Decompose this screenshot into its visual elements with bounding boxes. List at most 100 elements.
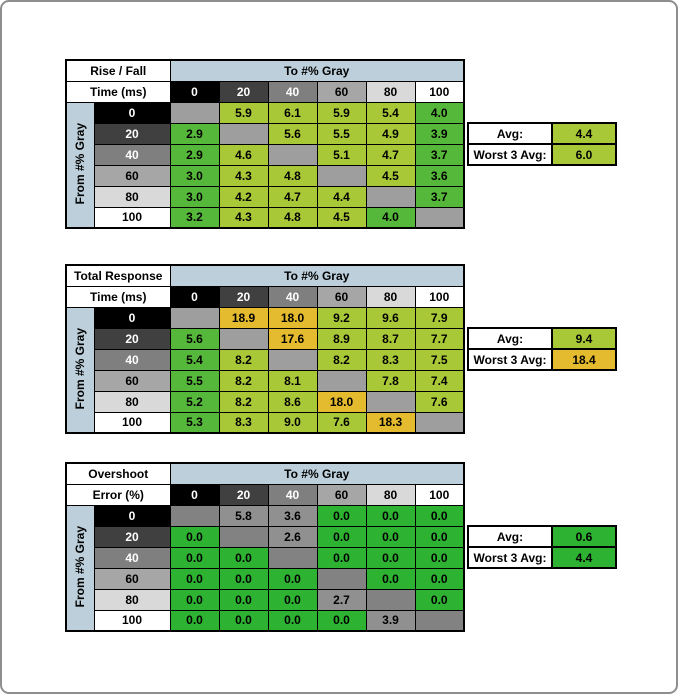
value-cell: 3.0: [169, 164, 220, 187]
row-header-80: 80: [93, 390, 171, 413]
col-header-80: 80: [365, 80, 416, 103]
row-header-60: 60: [93, 369, 171, 392]
rise-fall-time-table: Rise / Fall To #% Gray Time (ms) 0 20 40 60 80 1…: [65, 59, 617, 229]
value-cell: 7.4: [414, 369, 465, 392]
heatmap-table: Total Response To #% Gray Time (ms) 0 20 40 60…: [65, 264, 465, 434]
row-header-40: 40: [93, 546, 171, 569]
diagonal-cell: [414, 206, 465, 229]
value-cell: 3.6: [414, 164, 465, 187]
col-header-60: 60: [316, 483, 367, 506]
summary-panel: Avg: 9.4 Worst 3 Avg: 18.4: [467, 327, 617, 371]
value-cell: 6.1: [267, 101, 318, 124]
value-cell: 4.8: [267, 164, 318, 187]
value-cell: 8.3: [218, 411, 269, 434]
value-cell: 5.6: [267, 122, 318, 145]
summary-table: Avg: 0.6 Worst 3 Avg: 4.4: [467, 525, 617, 569]
diagonal-cell: [218, 525, 269, 548]
value-cell: 4.6: [218, 143, 269, 166]
value-cell: 8.6: [267, 390, 318, 413]
worst-3-avg-value: 18.4: [551, 348, 617, 371]
worst-3-avg-label: Worst 3 Avg:: [467, 546, 553, 569]
value-cell: 4.2: [218, 185, 269, 208]
value-cell: 18.9: [218, 306, 269, 329]
table-title-line2: Error (%): [65, 483, 171, 506]
value-cell: 0.0: [414, 588, 465, 611]
row-axis-label-text: From #% Gray: [73, 525, 88, 607]
table-title-line1: Overshoot: [65, 462, 171, 485]
value-cell: 0.0: [414, 567, 465, 590]
value-cell: 5.4: [169, 348, 220, 371]
value-cell: 5.1: [316, 143, 367, 166]
summary-table: Avg: 4.4 Worst 3 Avg: 6.0: [467, 122, 617, 166]
value-cell: 0.0: [365, 525, 416, 548]
value-cell: 0.0: [267, 588, 318, 611]
value-cell: 8.9: [316, 327, 367, 350]
value-cell: 18.0: [267, 306, 318, 329]
diagonal-cell: [414, 609, 465, 632]
value-cell: 9.0: [267, 411, 318, 434]
diagonal-cell: [365, 185, 416, 208]
value-cell: 0.0: [414, 546, 465, 569]
table-title-line2: Time (ms): [65, 80, 171, 103]
value-cell: 8.7: [365, 327, 416, 350]
col-header-100: 100: [414, 80, 465, 103]
value-cell: 2.9: [169, 122, 220, 145]
avg-value: 0.6: [551, 525, 617, 548]
value-cell: 3.2: [169, 206, 220, 229]
diagonal-cell: [365, 390, 416, 413]
value-cell: 0.0: [316, 609, 367, 632]
row-header-60: 60: [93, 164, 171, 187]
row-header-20: 20: [93, 327, 171, 350]
value-cell: 0.0: [169, 525, 220, 548]
value-cell: 8.2: [316, 348, 367, 371]
value-cell: 3.0: [169, 185, 220, 208]
worst-3-avg-label: Worst 3 Avg:: [467, 348, 553, 371]
value-cell: 0.0: [267, 567, 318, 590]
value-cell: 7.6: [414, 390, 465, 413]
value-cell: 4.4: [316, 185, 367, 208]
diagonal-cell: [267, 546, 318, 569]
value-cell: 7.5: [414, 348, 465, 371]
value-cell: 7.7: [414, 327, 465, 350]
value-cell: 4.7: [267, 185, 318, 208]
row-axis-label: From #% Gray: [65, 101, 95, 229]
value-cell: 7.6: [316, 411, 367, 434]
diagonal-cell: [169, 504, 220, 527]
diagonal-cell: [267, 143, 318, 166]
diagonal-cell: [218, 122, 269, 145]
summary-panel: Avg: 4.4 Worst 3 Avg: 6.0: [467, 122, 617, 166]
row-header-100: 100: [93, 411, 171, 434]
table-title-line1: Rise / Fall: [65, 59, 171, 82]
value-cell: 3.9: [365, 609, 416, 632]
value-cell: 18.0: [316, 390, 367, 413]
value-cell: 0.0: [316, 525, 367, 548]
row-header-0: 0: [93, 504, 171, 527]
value-cell: 0.0: [316, 546, 367, 569]
value-cell: 8.1: [267, 369, 318, 392]
col-header-60: 60: [316, 285, 367, 308]
col-axis-label: To #% Gray: [169, 59, 465, 82]
value-cell: 7.9: [414, 306, 465, 329]
value-cell: 0.0: [365, 546, 416, 569]
value-cell: 7.8: [365, 369, 416, 392]
worst-3-avg-value: 6.0: [551, 143, 617, 166]
row-header-60: 60: [93, 567, 171, 590]
value-cell: 8.3: [365, 348, 416, 371]
col-header-0: 0: [169, 80, 220, 103]
row-header-100: 100: [93, 609, 171, 632]
value-cell: 5.9: [316, 101, 367, 124]
value-cell: 8.2: [218, 369, 269, 392]
row-axis-label: From #% Gray: [65, 306, 95, 434]
value-cell: 9.6: [365, 306, 416, 329]
value-cell: 0.0: [218, 567, 269, 590]
value-cell: 3.7: [414, 143, 465, 166]
value-cell: 5.5: [316, 122, 367, 145]
row-axis-label-text: From #% Gray: [73, 122, 88, 204]
row-header-80: 80: [93, 185, 171, 208]
value-cell: 0.0: [414, 504, 465, 527]
col-axis-label: To #% Gray: [169, 462, 465, 485]
col-axis-label: To #% Gray: [169, 264, 465, 287]
value-cell: 5.9: [218, 101, 269, 124]
value-cell: 4.3: [218, 206, 269, 229]
col-header-20: 20: [218, 483, 269, 506]
